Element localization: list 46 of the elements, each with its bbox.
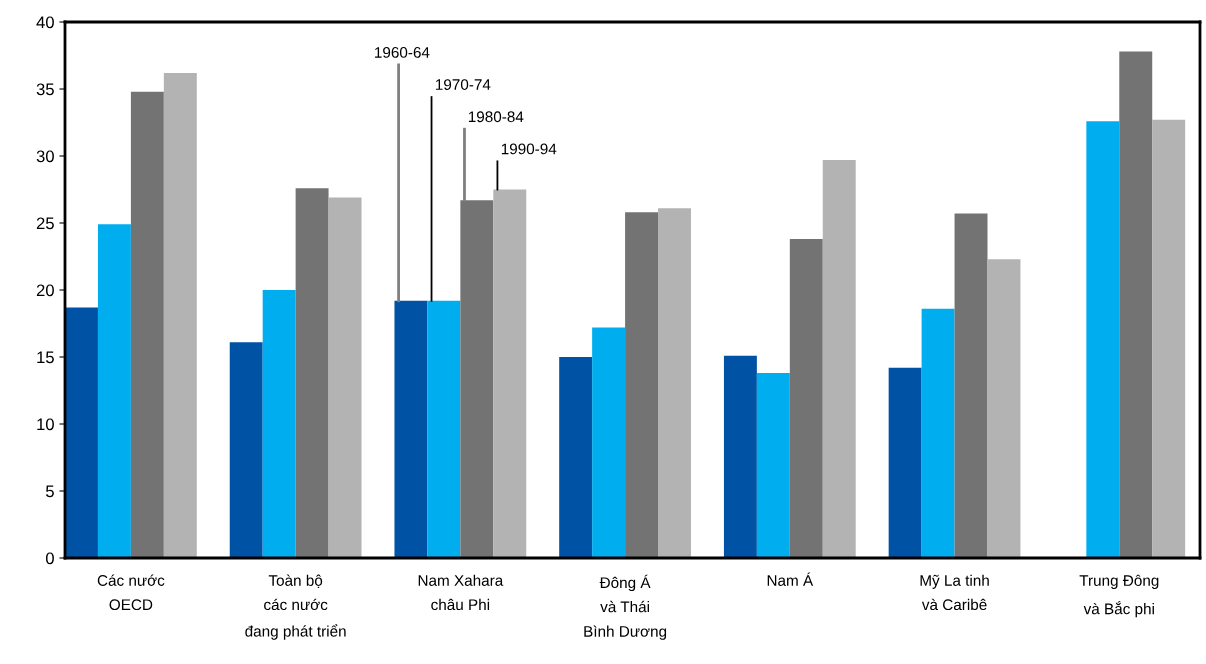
x-tick-label: Nam Á [767,572,814,586]
text: 1960-64 [375,47,430,58]
text: 1980-84 [468,111,524,123]
x-tick-label: Đông Á và Thái Bình Dương [584,574,667,640]
text: 1970-74 [435,79,491,90]
bar [427,300,461,558]
bar [1086,121,1120,558]
bar [97,224,131,558]
bar [723,355,757,558]
y-tick-label: 30 [36,150,54,163]
bar [756,373,790,558]
bar [262,290,296,558]
bar [987,259,1021,558]
bar [921,308,955,558]
y-tick-label: 20 [36,284,54,297]
y-tick-label: 35 [36,83,54,96]
x-tick-label: Các nước OECD [97,574,165,611]
bar [65,307,98,558]
bar [1119,51,1153,558]
y-tick-label: 0 [45,552,54,565]
bar [229,342,263,558]
text: 1990-94 [501,143,557,155]
x-tick-label: Nam Xahara châu Phi [418,574,504,611]
y-tick-label: 10 [37,418,54,431]
y-tick-label: 15 [37,351,54,364]
bar [163,72,197,558]
bar [822,160,856,558]
bar [592,327,626,558]
bar [888,367,922,558]
bar [394,300,428,558]
bar [493,189,527,558]
x-tick-label: Mỹ La tinh và Caribê [920,574,989,611]
x-tick-label: Trung Đông và Bắc phi [1079,574,1159,618]
x-tick-label: Toàn bộ các nước đang phát triển [245,574,346,640]
bar [130,91,164,558]
bar [328,197,362,558]
bar [1152,119,1186,558]
bar [658,208,691,558]
bar [625,212,659,558]
y-tick-label: 25 [36,217,54,230]
bar [559,357,593,558]
bar [789,239,823,558]
bar [295,188,329,558]
y-tick-label: 5 [45,485,54,498]
y-tick-label: 40 [36,16,54,29]
bar [954,213,988,558]
